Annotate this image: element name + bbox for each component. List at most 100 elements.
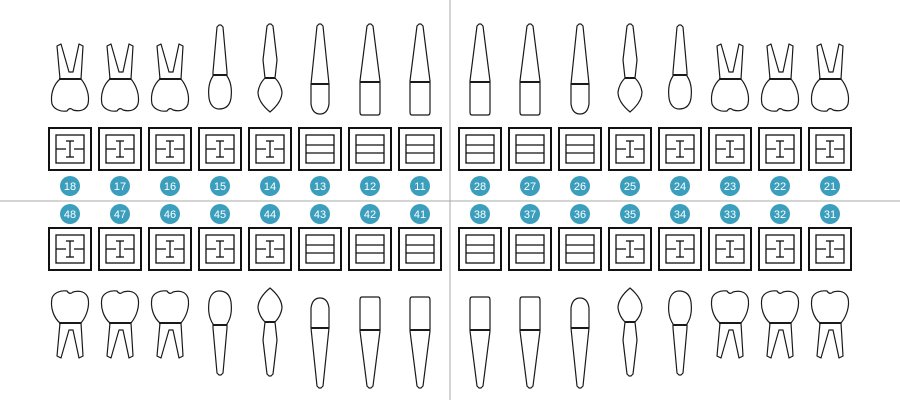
badge-circle — [670, 204, 690, 224]
tooth-33-badge[interactable]: 33 — [720, 204, 740, 224]
tooth-38-surface-box[interactable] — [458, 227, 502, 271]
tooth-44-badge[interactable]: 44 — [260, 204, 280, 224]
tooth-15-surface-box[interactable] — [198, 127, 242, 171]
box-inner — [565, 234, 595, 264]
tooth-42-surface-box[interactable] — [348, 227, 392, 271]
tooth-36-badge[interactable]: 36 — [570, 204, 590, 224]
tooth-36-surface-box[interactable] — [558, 227, 602, 271]
tooth-25-badge[interactable]: 25 — [620, 176, 640, 196]
badge-circle — [770, 204, 790, 224]
tooth-number: 37 — [524, 209, 536, 221]
tooth-11-surface-box[interactable] — [398, 127, 442, 171]
tooth-18-surface-box[interactable] — [48, 127, 92, 171]
tooth-13-surface-box[interactable] — [298, 127, 342, 171]
tooth-21-surface-box[interactable] — [808, 127, 852, 171]
box-outer — [508, 127, 552, 171]
tooth-14-surface-box[interactable] — [248, 127, 292, 171]
tooth-41-shape — [409, 296, 431, 389]
tooth-31-badge[interactable]: 31 — [820, 204, 840, 224]
tooth-12-badge[interactable]: 12 — [360, 176, 380, 196]
tooth-27-badge[interactable]: 27 — [520, 176, 540, 196]
tooth-27-surface-box[interactable] — [508, 127, 552, 171]
tooth-28-badge[interactable]: 28 — [470, 176, 490, 196]
tooth-46-badge[interactable]: 46 — [160, 204, 180, 224]
badge-circle — [160, 176, 180, 196]
tooth-number: 38 — [474, 209, 486, 221]
tooth-31-surface-box[interactable] — [808, 227, 852, 271]
box-inner — [465, 134, 495, 164]
box-outer — [558, 227, 602, 271]
tooth-11-outline — [409, 23, 431, 116]
tooth-25-surface-box[interactable] — [608, 127, 652, 171]
tooth-41-surface-box[interactable] — [398, 227, 442, 271]
lower-number-badges: 48 47 46 45 44 43 42 41 38 37 36 35 34 33 32 31 — [60, 204, 840, 224]
badge-circle — [160, 204, 180, 224]
tooth-34-outline — [668, 290, 692, 376]
tooth-23-surface-box[interactable] — [708, 127, 752, 171]
box-inner — [515, 234, 545, 264]
tooth-47-surface-box[interactable] — [98, 227, 142, 271]
tooth-15-badge[interactable]: 15 — [210, 176, 230, 196]
tooth-48-badge[interactable]: 48 — [60, 204, 80, 224]
tooth-22-badge[interactable]: 22 — [770, 176, 790, 196]
tooth-16-outline — [150, 43, 190, 112]
badge-circle — [260, 204, 280, 224]
tooth-43-surface-box[interactable] — [298, 227, 342, 271]
tooth-48-shape — [50, 290, 90, 359]
box-inner — [405, 234, 435, 264]
tooth-42-outline — [359, 296, 381, 389]
tooth-12-surface-box[interactable] — [348, 127, 392, 171]
tooth-22-surface-box[interactable] — [758, 127, 802, 171]
tooth-26-badge[interactable]: 26 — [570, 176, 590, 196]
tooth-number: 11 — [414, 181, 425, 193]
tooth-44-shape — [257, 287, 283, 377]
badge-circle — [720, 176, 740, 196]
tooth-45-badge[interactable]: 45 — [210, 204, 230, 224]
tooth-42-badge[interactable]: 42 — [360, 204, 380, 224]
tooth-16-badge[interactable]: 16 — [160, 176, 180, 196]
tooth-38-badge[interactable]: 38 — [470, 204, 490, 224]
box-outer — [458, 227, 502, 271]
tooth-35-outline — [617, 287, 643, 377]
tooth-18-badge[interactable]: 18 — [60, 176, 80, 196]
badge-circle — [360, 204, 380, 224]
tooth-37-badge[interactable]: 37 — [520, 204, 540, 224]
tooth-43-shape — [310, 297, 330, 389]
tooth-34-badge[interactable]: 34 — [670, 204, 690, 224]
tooth-24-badge[interactable]: 24 — [670, 176, 690, 196]
tooth-26-surface-box[interactable] — [558, 127, 602, 171]
tooth-33-surface-box[interactable] — [708, 227, 752, 271]
tooth-17-surface-box[interactable] — [98, 127, 142, 171]
tooth-number: 15 — [214, 181, 226, 193]
tooth-23-badge[interactable]: 23 — [720, 176, 740, 196]
tooth-45-surface-box[interactable] — [198, 227, 242, 271]
tooth-43-badge[interactable]: 43 — [310, 204, 330, 224]
tooth-44-outline — [257, 287, 283, 377]
tooth-13-badge[interactable]: 13 — [310, 176, 330, 196]
tooth-28-surface-box[interactable] — [458, 127, 502, 171]
tooth-32-surface-box[interactable] — [758, 227, 802, 271]
tooth-35-badge[interactable]: 35 — [620, 204, 640, 224]
tooth-46-surface-box[interactable] — [148, 227, 192, 271]
tooth-25-shape — [617, 23, 643, 113]
tooth-11-badge[interactable]: 11 — [410, 176, 430, 196]
tooth-21-badge[interactable]: 21 — [820, 176, 840, 196]
tooth-26-shape — [570, 23, 590, 115]
badge-circle — [520, 176, 540, 196]
tooth-14-badge[interactable]: 14 — [260, 176, 280, 196]
tooth-32-badge[interactable]: 32 — [770, 204, 790, 224]
tooth-34-surface-box[interactable] — [658, 227, 702, 271]
tooth-17-badge[interactable]: 17 — [110, 176, 130, 196]
tooth-16-surface-box[interactable] — [148, 127, 192, 171]
tooth-23-outline — [710, 43, 750, 112]
badge-circle — [820, 204, 840, 224]
tooth-35-surface-box[interactable] — [608, 227, 652, 271]
tooth-12-outline — [359, 23, 381, 116]
tooth-44-surface-box[interactable] — [248, 227, 292, 271]
tooth-24-surface-box[interactable] — [658, 127, 702, 171]
badge-circle — [620, 204, 640, 224]
tooth-37-surface-box[interactable] — [508, 227, 552, 271]
tooth-41-badge[interactable]: 41 — [410, 204, 430, 224]
tooth-48-surface-box[interactable] — [48, 227, 92, 271]
tooth-47-badge[interactable]: 47 — [110, 204, 130, 224]
